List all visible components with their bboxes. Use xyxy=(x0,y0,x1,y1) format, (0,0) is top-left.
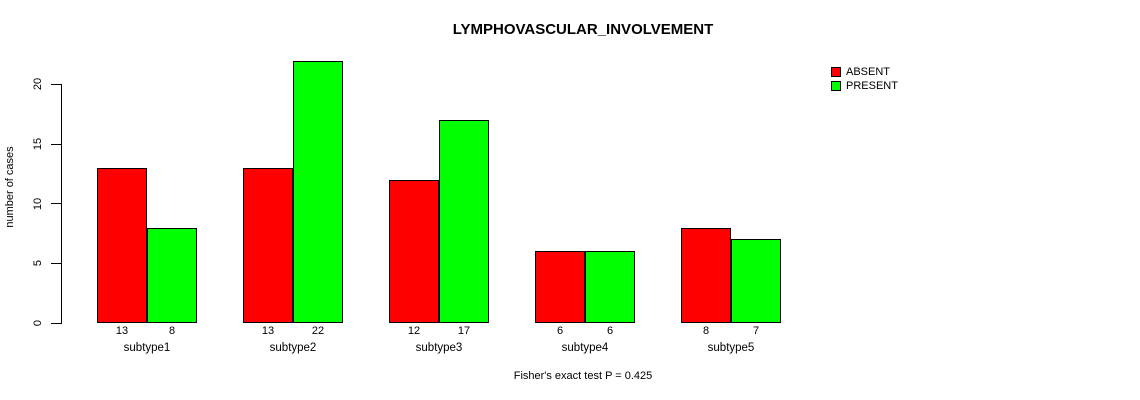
x-category-label-subtype5: subtype5 xyxy=(707,342,755,354)
y-tick-label: 15 xyxy=(32,137,44,151)
legend: ABSENT PRESENT xyxy=(831,65,898,93)
bar-absent-subtype3 xyxy=(389,179,439,323)
bar-value-label: 13 xyxy=(261,325,275,337)
bar-value-label: 8 xyxy=(168,325,176,337)
y-tick xyxy=(51,203,61,205)
legend-label: PRESENT xyxy=(846,80,898,92)
bar-absent-subtype2 xyxy=(243,167,293,323)
bar-present-subtype3 xyxy=(439,120,489,323)
bar-value-label: 8 xyxy=(702,325,710,337)
bar-present-subtype4 xyxy=(585,251,635,323)
legend-item-present: PRESENT xyxy=(831,79,898,93)
legend-item-absent: ABSENT xyxy=(831,65,898,79)
bar-present-subtype2 xyxy=(293,60,343,323)
y-axis-line xyxy=(61,84,63,324)
x-category-label-subtype1: subtype1 xyxy=(123,342,171,354)
legend-swatch-present xyxy=(831,81,841,91)
bar-value-label: 17 xyxy=(457,325,471,337)
y-tick xyxy=(51,262,61,265)
bar-value-label: 6 xyxy=(556,325,564,337)
y-axis-label: number of cases xyxy=(4,146,16,228)
y-tick-label: 0 xyxy=(32,319,44,327)
caption: Fisher's exact test P = 0.425 xyxy=(513,370,653,382)
y-tick xyxy=(51,322,61,324)
y-tick-label: 10 xyxy=(32,197,44,210)
x-category-label-subtype4: subtype4 xyxy=(561,342,609,354)
bar-value-label: 12 xyxy=(407,325,421,337)
bar-absent-subtype4 xyxy=(535,251,585,323)
chart-title: LYMPHOVASCULAR_INVOLVEMENT xyxy=(452,21,714,38)
bar-present-subtype1 xyxy=(147,227,197,323)
bar-absent-subtype5 xyxy=(681,227,731,323)
bar-present-subtype5 xyxy=(731,239,781,323)
y-tick-label: 20 xyxy=(32,78,44,91)
bar-value-label: 13 xyxy=(115,325,129,337)
x-category-label-subtype3: subtype3 xyxy=(415,342,463,354)
bar-absent-subtype1 xyxy=(97,167,147,323)
y-tick xyxy=(51,143,61,145)
y-tick xyxy=(51,83,61,86)
legend-swatch-absent xyxy=(831,67,841,77)
bar-value-label: 6 xyxy=(606,325,614,337)
bar-value-label: 7 xyxy=(752,325,760,337)
x-category-label-subtype2: subtype2 xyxy=(269,342,317,354)
bar-value-label: 22 xyxy=(311,325,325,337)
legend-label: ABSENT xyxy=(846,66,891,78)
y-tick-label: 5 xyxy=(32,260,44,267)
